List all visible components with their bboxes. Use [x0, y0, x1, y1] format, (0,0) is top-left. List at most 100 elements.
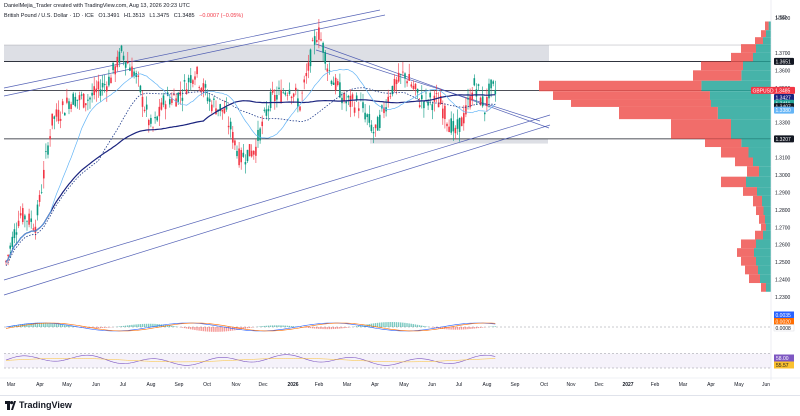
candle-body — [471, 93, 473, 100]
candle-body — [211, 105, 213, 112]
macd-hist-bar — [390, 322, 391, 327]
time-tick-label: Mar — [7, 382, 16, 388]
candle-body — [249, 144, 251, 156]
candle-body — [488, 84, 490, 99]
macd-hist-bar — [312, 327, 313, 328]
candle-body — [303, 79, 305, 82]
candle-body — [467, 99, 469, 100]
candle-body — [60, 119, 62, 121]
candle-body — [64, 113, 66, 116]
candle-body — [161, 103, 163, 110]
macd-hist-bar — [247, 327, 248, 328]
candle-body — [446, 124, 448, 126]
vp-bar-down — [749, 274, 760, 283]
macd-hist-bar — [455, 327, 456, 330]
macd-hist-bar — [469, 327, 470, 329]
time-tick-label: Jun — [762, 382, 770, 388]
macd-pane — [4, 322, 771, 332]
vp-bar-up — [754, 248, 771, 257]
vp-bar-down — [731, 53, 753, 62]
candle-body — [425, 93, 427, 94]
price-tick-label: 1.3900 — [775, 16, 791, 22]
candle-body — [182, 98, 184, 101]
rsi-band — [4, 354, 771, 368]
candle-body — [28, 214, 30, 225]
macd-hist-bar — [56, 324, 57, 327]
candle-body — [484, 112, 486, 114]
vp-bar-up — [741, 70, 771, 80]
candle-body — [293, 94, 295, 97]
candle-body — [79, 95, 81, 100]
candle-body — [123, 56, 125, 60]
candle-body — [127, 61, 129, 63]
macd-hist-bar — [474, 327, 475, 329]
candle-body — [56, 109, 58, 116]
macd-hist-bar — [478, 327, 479, 328]
candle-body — [429, 93, 431, 97]
vp-bar-up — [757, 187, 771, 196]
macd-hist-bar — [211, 327, 212, 332]
macd-hist-bar — [415, 324, 416, 327]
candle-body — [18, 221, 20, 226]
candle-body — [43, 170, 45, 178]
candle-body — [459, 118, 461, 132]
candle-body — [274, 95, 276, 101]
tradingview-brand[interactable]: TradingView — [19, 400, 72, 410]
price-tick-label: 1.2800 — [775, 208, 791, 214]
macd-hist-bar — [379, 323, 380, 327]
macd-hist-bar — [318, 327, 319, 329]
macd-hist-bar — [276, 325, 277, 327]
macd-hist-bar — [345, 327, 346, 328]
vp-bar-down — [553, 91, 710, 100]
candle-body — [165, 104, 167, 109]
candle-body — [337, 81, 339, 85]
time-tick-label: Apr — [371, 382, 379, 388]
macd-hist-bar — [471, 327, 472, 329]
vp-bar-down — [755, 231, 763, 240]
macd-hist-bar — [287, 326, 288, 327]
candle-body — [255, 147, 257, 156]
footer-bar — [0, 395, 800, 416]
candle-body — [138, 76, 140, 77]
candle-body — [339, 82, 341, 97]
candle-body — [70, 104, 72, 109]
vp-bar-up — [749, 147, 772, 157]
macd-hist-bar — [371, 324, 372, 327]
zones-layer — [4, 45, 549, 144]
candle-body — [448, 127, 450, 132]
candle-body — [51, 114, 53, 126]
candle-body — [413, 86, 415, 89]
price-tick-label: 1.2900 — [775, 190, 791, 196]
macd-hist-bar — [461, 327, 462, 330]
macd-value-label: 0.0008 — [776, 326, 792, 332]
vp-bar-up — [762, 196, 771, 206]
price-tick-label: 1.2500 — [775, 260, 791, 266]
macd-hist-bar — [184, 327, 185, 328]
candle-body — [276, 95, 278, 100]
macd-hist-bar — [224, 327, 225, 332]
macd-hist-bar — [459, 327, 460, 330]
macd-hist-bar — [392, 322, 393, 327]
macd-hist-bar — [251, 327, 252, 328]
time-tick-label: May — [399, 382, 409, 388]
candle-body — [190, 75, 192, 83]
candle-body — [354, 108, 356, 113]
macd-hist-bar — [480, 327, 481, 328]
macd-hist-bar — [408, 323, 409, 327]
candle-body — [243, 153, 245, 157]
candle-body — [463, 113, 465, 123]
macd-hist-bar — [207, 327, 208, 332]
candle-body — [461, 117, 463, 126]
candle-body — [87, 100, 89, 101]
vp-bar-up — [711, 100, 771, 107]
macd-hist-bar — [465, 327, 466, 329]
price-chart[interactable]: USD1.39001.37001.36001.35001.34001.33001… — [0, 0, 800, 395]
candle-body — [26, 221, 28, 222]
macd-hist-bar — [274, 325, 275, 327]
candle-body — [169, 99, 171, 104]
candle-body — [278, 88, 280, 89]
price-tick-label: 1.2400 — [775, 278, 791, 284]
candle-body — [490, 80, 492, 89]
candle-body — [41, 192, 43, 193]
candle-body — [146, 105, 148, 110]
